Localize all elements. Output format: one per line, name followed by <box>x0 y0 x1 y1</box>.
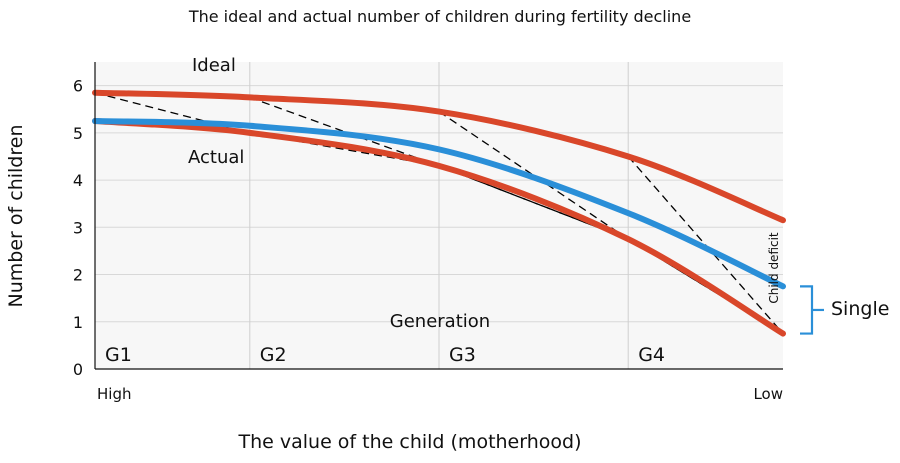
generation-label-g4: G4 <box>638 344 665 366</box>
chart-title: The ideal and actual number of children … <box>188 7 691 26</box>
y-tick-label: 3 <box>73 218 83 237</box>
generation-label-g1: G1 <box>105 344 132 366</box>
single-bracket <box>800 285 814 335</box>
generation-label-g2: G2 <box>260 344 287 366</box>
y-tick-label: 4 <box>73 171 83 190</box>
x-axis-low-label: Low <box>753 385 783 403</box>
y-tick-label: 2 <box>73 266 83 285</box>
child-deficit-annotation: Child deficit <box>767 232 781 304</box>
x-axis-label: The value of the child (motherhood) <box>237 431 581 453</box>
generation-label-g3: G3 <box>449 344 476 366</box>
ideal-annotation: Ideal <box>192 55 236 76</box>
y-axis-label: Number of children <box>5 125 27 308</box>
y-tick-label: 6 <box>73 77 83 96</box>
generation-annotation: Generation <box>390 311 490 332</box>
actual-annotation: Actual <box>188 147 244 168</box>
x-axis-high-label: High <box>97 385 131 403</box>
actual-line <box>92 118 786 337</box>
y-tick-label: 1 <box>73 313 83 332</box>
generation-labels: G1 G2 G3 G4 <box>105 344 665 366</box>
y-tick-label: 5 <box>73 124 83 143</box>
ideal-line <box>92 89 786 224</box>
y-tick-labels: 0 1 2 3 4 5 6 <box>73 77 83 379</box>
blue-line <box>92 118 786 290</box>
single-annotation: Single <box>831 298 889 320</box>
series-lines <box>92 89 786 337</box>
y-tick-label: 0 <box>73 360 83 379</box>
